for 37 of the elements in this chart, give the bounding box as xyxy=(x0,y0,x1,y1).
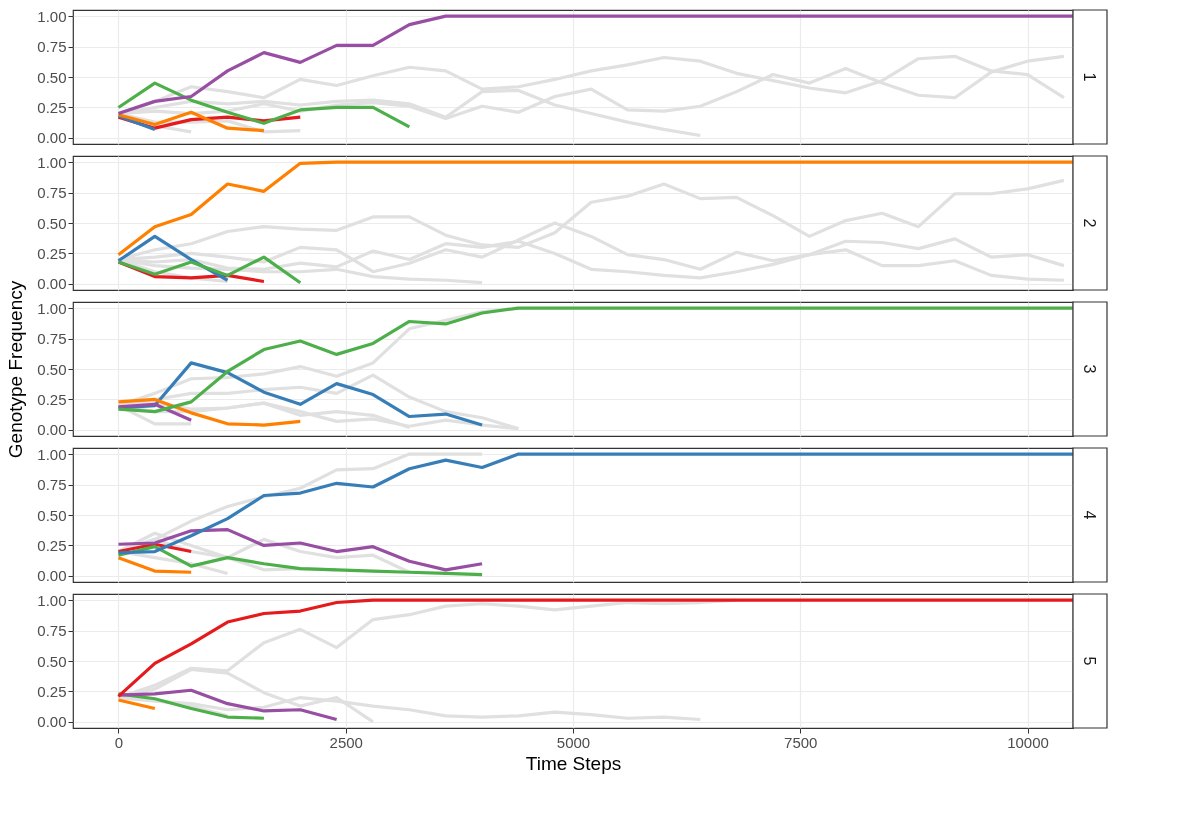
y-tick-label: 0.00 xyxy=(37,275,67,293)
y-tick-label: 0.75 xyxy=(37,38,67,56)
x-tick-label: 0 xyxy=(114,733,124,751)
x-tick-label: 2500 xyxy=(329,733,363,751)
y-tick-label: 0.00 xyxy=(37,713,67,731)
x-tick-label: 5000 xyxy=(556,733,591,751)
y-axis-title: Genotype Frequency xyxy=(4,280,26,459)
text: 5 xyxy=(1080,656,1098,666)
y-tick-label: 0.50 xyxy=(37,214,67,232)
text: 2 xyxy=(1080,218,1098,228)
y-tick-label: 0.25 xyxy=(37,390,67,408)
y-tick-label: 0.00 xyxy=(37,129,67,147)
y-tick-label: 0.25 xyxy=(37,536,67,554)
y-tick-label: 1.00 xyxy=(37,7,67,25)
y-tick-label: 0.50 xyxy=(37,360,67,378)
y-tick-label: 0.75 xyxy=(37,184,67,202)
y-tick-label: 0.50 xyxy=(37,506,67,524)
y-tick-label: 0.50 xyxy=(37,652,67,670)
text: 1 xyxy=(1080,72,1098,82)
y-tick-label: 0.75 xyxy=(37,476,67,494)
y-tick-label: 0.75 xyxy=(37,330,67,348)
x-axis-title: Time Steps xyxy=(525,752,622,774)
y-tick-label: 1.00 xyxy=(37,445,67,463)
y-tick-label: 0.00 xyxy=(37,567,67,585)
y-tick-label: 1.00 xyxy=(37,591,67,609)
y-tick-label: 0.75 xyxy=(37,622,67,640)
text: 4 xyxy=(1080,510,1098,520)
x-tick-label: 7500 xyxy=(784,733,818,751)
y-tick-label: 0.25 xyxy=(37,682,67,700)
y-tick-label: 0.25 xyxy=(37,244,67,262)
y-tick-label: 0.00 xyxy=(37,421,67,439)
y-tick-label: 1.00 xyxy=(37,299,67,317)
x-tick-label: 10000 xyxy=(1007,733,1049,751)
y-tick-label: 0.25 xyxy=(37,98,67,116)
y-tick-label: 0.50 xyxy=(37,68,67,86)
text: 3 xyxy=(1080,364,1098,374)
y-tick-label: 1.00 xyxy=(37,153,67,171)
